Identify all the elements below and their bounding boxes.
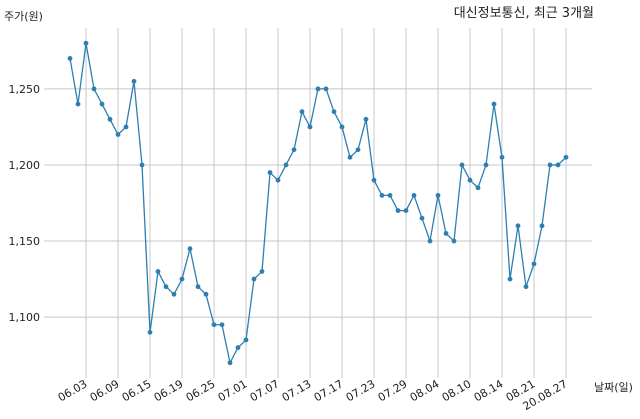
data-point [267, 170, 273, 175]
data-point [379, 192, 385, 198]
data-point [507, 276, 513, 282]
data-point [347, 154, 353, 160]
data-point [179, 276, 185, 282]
data-point [155, 269, 161, 274]
data-point [411, 192, 417, 198]
data-point [251, 276, 257, 282]
data-point [563, 154, 569, 160]
data-point [523, 284, 529, 290]
data-point [131, 78, 137, 84]
x-axis-title: 날짜(일) [594, 380, 633, 394]
data-point [107, 116, 113, 122]
x-tick-label: 07.13 [280, 377, 314, 404]
x-tick-label: 07.07 [248, 377, 282, 404]
y-tick-labels: 1,100 1,150 1,200 1,250 [9, 83, 41, 324]
x-tick-label: 06.25 [184, 377, 218, 404]
y-axis-title: 주가(원) [4, 10, 43, 23]
data-point [163, 284, 169, 290]
data-point [403, 208, 409, 214]
data-point [451, 238, 457, 244]
data-point [259, 269, 265, 274]
data-point [363, 116, 369, 122]
data-point [323, 86, 329, 92]
data-point [195, 284, 201, 290]
y-tick-label: 1,200 [9, 159, 41, 172]
data-point [67, 56, 73, 61]
data-point [115, 132, 121, 137]
x-tick-label: 08.04 [408, 377, 442, 404]
data-point [147, 329, 153, 335]
data-point [211, 322, 217, 328]
data-series [67, 40, 569, 366]
grid-lines [44, 28, 592, 378]
data-point [227, 360, 233, 366]
data-point [307, 124, 313, 130]
data-point [219, 322, 225, 328]
data-point [555, 162, 561, 168]
x-tick-label: 06.19 [152, 377, 186, 404]
data-point [331, 109, 337, 115]
data-point [499, 154, 505, 160]
data-point [467, 177, 473, 183]
data-point [395, 208, 401, 214]
data-point [91, 86, 97, 92]
data-point [75, 101, 81, 107]
data-point [235, 345, 241, 350]
data-point [275, 177, 281, 183]
data-point [99, 101, 105, 107]
data-point [171, 291, 177, 297]
data-point [355, 147, 361, 153]
x-tick-label: 08.10 [440, 377, 474, 404]
data-point [123, 124, 129, 130]
x-tick-labels: 06.0306.0906.1506.1906.2507.0107.0707.13… [56, 377, 570, 413]
data-point [459, 162, 465, 168]
data-point [491, 101, 497, 107]
data-point [531, 261, 537, 267]
data-point [515, 223, 521, 229]
data-point [203, 291, 209, 297]
x-tick-label: 06.09 [88, 377, 122, 404]
data-point [547, 162, 553, 168]
y-tick-label: 1,100 [9, 311, 41, 324]
data-point [539, 223, 545, 229]
chart-title: 대신정보통신, 최근 3개월 [454, 6, 594, 21]
data-point [283, 162, 289, 168]
data-point [435, 192, 441, 198]
y-tick-label: 1,250 [9, 83, 41, 96]
data-point [371, 177, 377, 183]
y-tick-label: 1,150 [9, 235, 41, 248]
data-point [243, 337, 249, 343]
x-tick-label: 08.14 [472, 377, 506, 404]
x-tick-label: 06.03 [56, 377, 90, 404]
data-point [187, 246, 193, 252]
data-point [443, 231, 449, 236]
x-tick-label: 07.17 [312, 377, 346, 404]
data-point [427, 238, 433, 244]
data-point [483, 162, 489, 168]
data-point [419, 215, 425, 221]
x-tick-label: 07.01 [216, 377, 250, 404]
data-point [339, 124, 345, 130]
data-point [291, 147, 297, 153]
data-point [475, 185, 481, 191]
data-point [83, 40, 89, 46]
x-tick-label: 07.23 [344, 377, 378, 404]
data-point [299, 109, 305, 115]
data-point [315, 86, 321, 92]
x-tick-label: 07.29 [376, 377, 410, 404]
data-point [387, 192, 393, 198]
data-point [139, 162, 145, 168]
x-tick-label: 06.15 [120, 377, 154, 404]
